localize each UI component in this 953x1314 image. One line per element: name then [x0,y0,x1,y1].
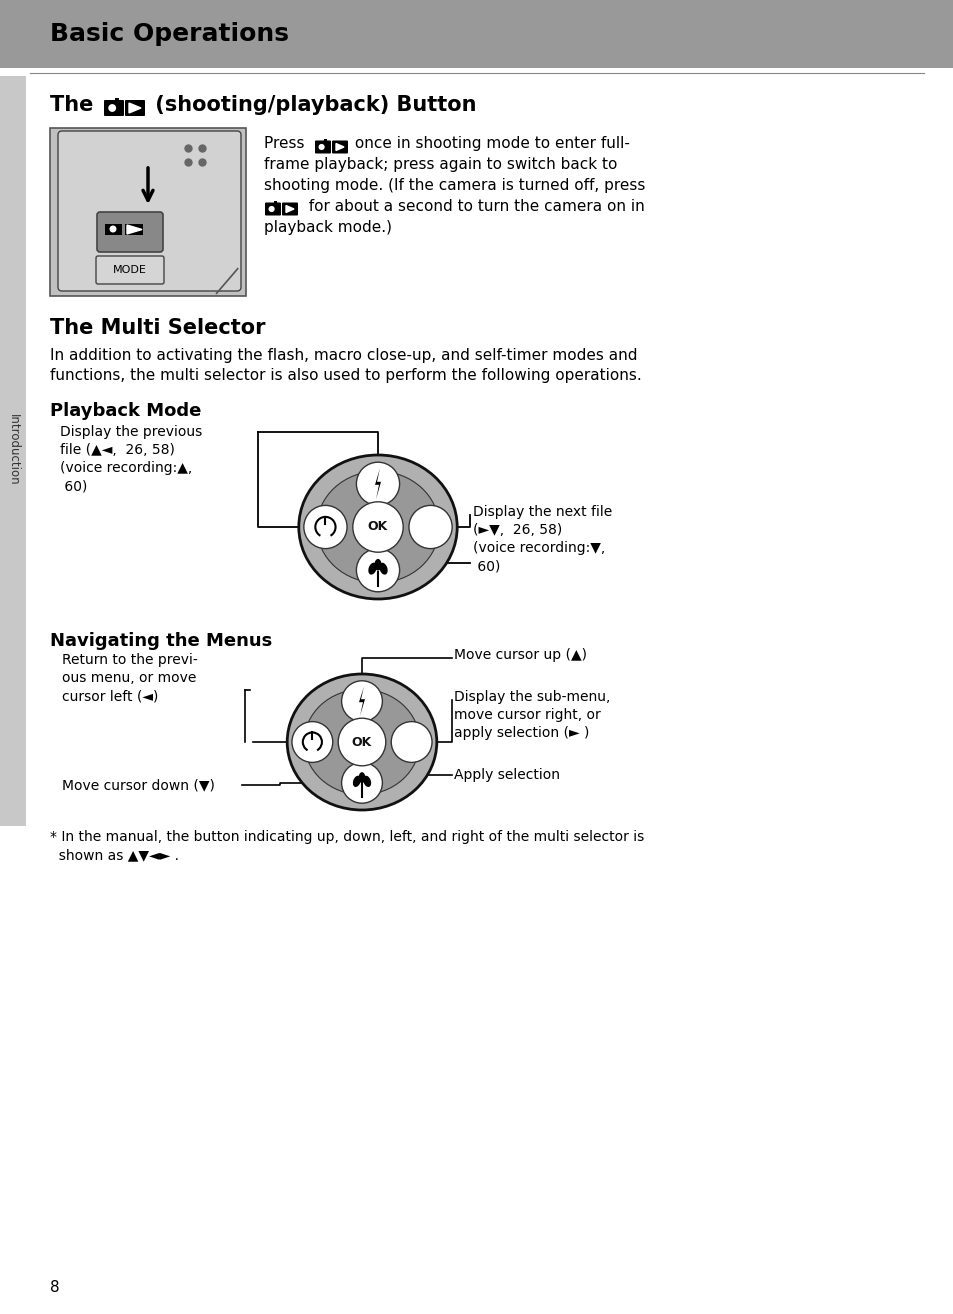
Text: shown as ▲▼◄► .: shown as ▲▼◄► . [50,848,179,862]
Text: Move cursor down (▼): Move cursor down (▼) [62,778,214,792]
FancyBboxPatch shape [265,202,281,215]
Text: for about a second to turn the camera on in: for about a second to turn the camera on… [298,198,644,214]
Text: move cursor right, or: move cursor right, or [454,708,600,721]
Text: 60): 60) [473,558,500,573]
Text: Apply selection: Apply selection [454,767,559,782]
Text: MODE: MODE [113,265,147,275]
Text: Playback Mode: Playback Mode [50,402,201,420]
Text: ous menu, or move: ous menu, or move [62,671,196,685]
FancyBboxPatch shape [58,131,241,290]
Text: 60): 60) [60,480,88,493]
FancyBboxPatch shape [125,100,145,116]
Circle shape [292,721,333,762]
FancyBboxPatch shape [332,141,348,154]
Text: Display the sub-menu,: Display the sub-menu, [454,690,610,704]
Text: (voice recording:▼,: (voice recording:▼, [473,541,604,555]
FancyBboxPatch shape [96,256,164,284]
Text: once in shooting mode to enter full-: once in shooting mode to enter full- [350,137,629,151]
Text: playback mode.): playback mode.) [264,219,392,235]
Bar [105,223,122,235]
Ellipse shape [304,690,419,795]
Text: Display the next file: Display the next file [473,505,612,519]
Text: cursor left (◄): cursor left (◄) [62,689,158,703]
FancyBboxPatch shape [104,100,124,116]
Text: The: The [50,95,100,116]
Circle shape [341,762,382,803]
Ellipse shape [353,775,360,787]
Text: OK: OK [368,520,388,533]
Circle shape [338,719,385,766]
Circle shape [341,681,382,721]
Text: Move cursor up (▲): Move cursor up (▲) [454,648,586,662]
Ellipse shape [358,773,365,783]
Text: (voice recording:▲,: (voice recording:▲, [60,461,193,474]
Text: Basic Operations: Basic Operations [50,22,289,46]
FancyBboxPatch shape [282,202,297,215]
Polygon shape [286,205,294,213]
Polygon shape [358,686,365,716]
Circle shape [409,506,452,549]
Text: Press: Press [264,137,309,151]
Bar [125,223,143,235]
Bar [0,76,26,827]
Circle shape [356,463,399,506]
Text: frame playback; press again to switch back to: frame playback; press again to switch ba… [264,156,617,172]
Bar [274,201,277,205]
Ellipse shape [375,558,381,570]
Text: functions, the multi selector is also used to perform the following operations.: functions, the multi selector is also us… [50,368,641,382]
Circle shape [268,206,274,212]
Text: shooting mode. (If the camera is turned off, press: shooting mode. (If the camera is turned … [264,177,644,193]
Text: 8: 8 [50,1280,59,1296]
Text: The Multi Selector: The Multi Selector [50,318,265,338]
Bar [323,138,327,142]
Text: apply selection (► ): apply selection (► ) [454,727,589,740]
Text: Navigating the Menus: Navigating the Menus [50,632,272,650]
Text: In addition to activating the flash, macro close-up, and self-timer modes and: In addition to activating the flash, mac… [50,348,637,363]
FancyBboxPatch shape [97,212,163,252]
Polygon shape [127,225,142,234]
Circle shape [353,502,403,552]
Circle shape [318,145,324,150]
Ellipse shape [298,455,456,599]
Text: Introduction: Introduction [7,414,19,486]
Bar [114,99,119,102]
Text: Display the previous: Display the previous [60,424,202,439]
Text: (shooting/playback) Button: (shooting/playback) Button [148,95,476,116]
Bar [50,127,246,296]
Polygon shape [129,102,141,113]
Circle shape [110,226,116,233]
Ellipse shape [368,562,376,574]
Circle shape [109,104,116,112]
Text: * In the manual, the button indicating up, down, left, and right of the multi se: * In the manual, the button indicating u… [50,830,643,844]
Text: (►▼,  26, 58): (►▼, 26, 58) [473,523,561,537]
FancyBboxPatch shape [314,141,331,154]
Ellipse shape [363,775,371,787]
Circle shape [303,506,347,549]
Bar [0,0,953,68]
Polygon shape [335,143,344,151]
Ellipse shape [379,562,387,574]
Polygon shape [375,468,380,499]
Ellipse shape [316,472,438,583]
Text: OK: OK [352,736,372,749]
Text: Return to the previ-: Return to the previ- [62,653,197,668]
Circle shape [356,549,399,591]
Circle shape [391,721,432,762]
Text: file (▲◄,  26, 58): file (▲◄, 26, 58) [60,443,174,457]
Ellipse shape [287,674,436,809]
